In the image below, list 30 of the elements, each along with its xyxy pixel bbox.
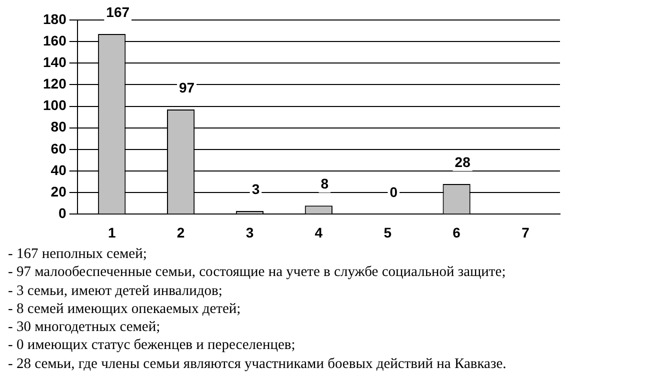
- text: - 30 многодетных семей;: [8, 318, 162, 336]
- data-label: 97: [178, 79, 195, 96]
- x-tick-label: 6: [452, 224, 461, 240]
- y-tick-label: 180: [43, 10, 67, 27]
- x-tick-label: 3: [246, 224, 254, 240]
- data-label: 3: [252, 180, 260, 197]
- text: - 97 малообеспеченные семьи, состоящие на учете в службе социальной защите;: [8, 263, 507, 282]
- y-tick-label: 160: [43, 32, 67, 48]
- data-label: 28: [454, 154, 471, 170]
- text: - 167 неполных семей;: [8, 245, 148, 264]
- data-label: 8: [320, 175, 329, 192]
- y-tick-label: 120: [43, 76, 67, 92]
- text: - 3 семьи, имеют детей инвалидов;: [8, 282, 224, 300]
- x-tick-label: 5: [384, 224, 392, 240]
- y-tick-label: 40: [50, 162, 67, 178]
- y-tick-label: 20: [50, 183, 67, 200]
- y-tick-label: 140: [43, 54, 67, 70]
- text: - 8 семей имеющих опекаемых детей;: [8, 300, 242, 318]
- data-label: 0: [390, 184, 398, 200]
- text: - 0 имеющих статус беженцев и переселенцев;: [8, 336, 296, 355]
- x-tick-label: 7: [522, 224, 530, 240]
- x-tick-label: 1: [108, 224, 116, 240]
- text: - 28 семьи, где члены семьи являются участниками боевых действий на Кавказе.: [8, 354, 508, 374]
- y-tick-label: 80: [50, 118, 67, 135]
- y-tick-label: 100: [43, 97, 67, 114]
- data-label: 167: [106, 4, 130, 20]
- y-tick-label: 60: [50, 140, 67, 156]
- y-tick-label: 0: [58, 205, 67, 222]
- x-tick-label: 2: [176, 224, 185, 240]
- x-tick-label: 4: [314, 224, 323, 240]
